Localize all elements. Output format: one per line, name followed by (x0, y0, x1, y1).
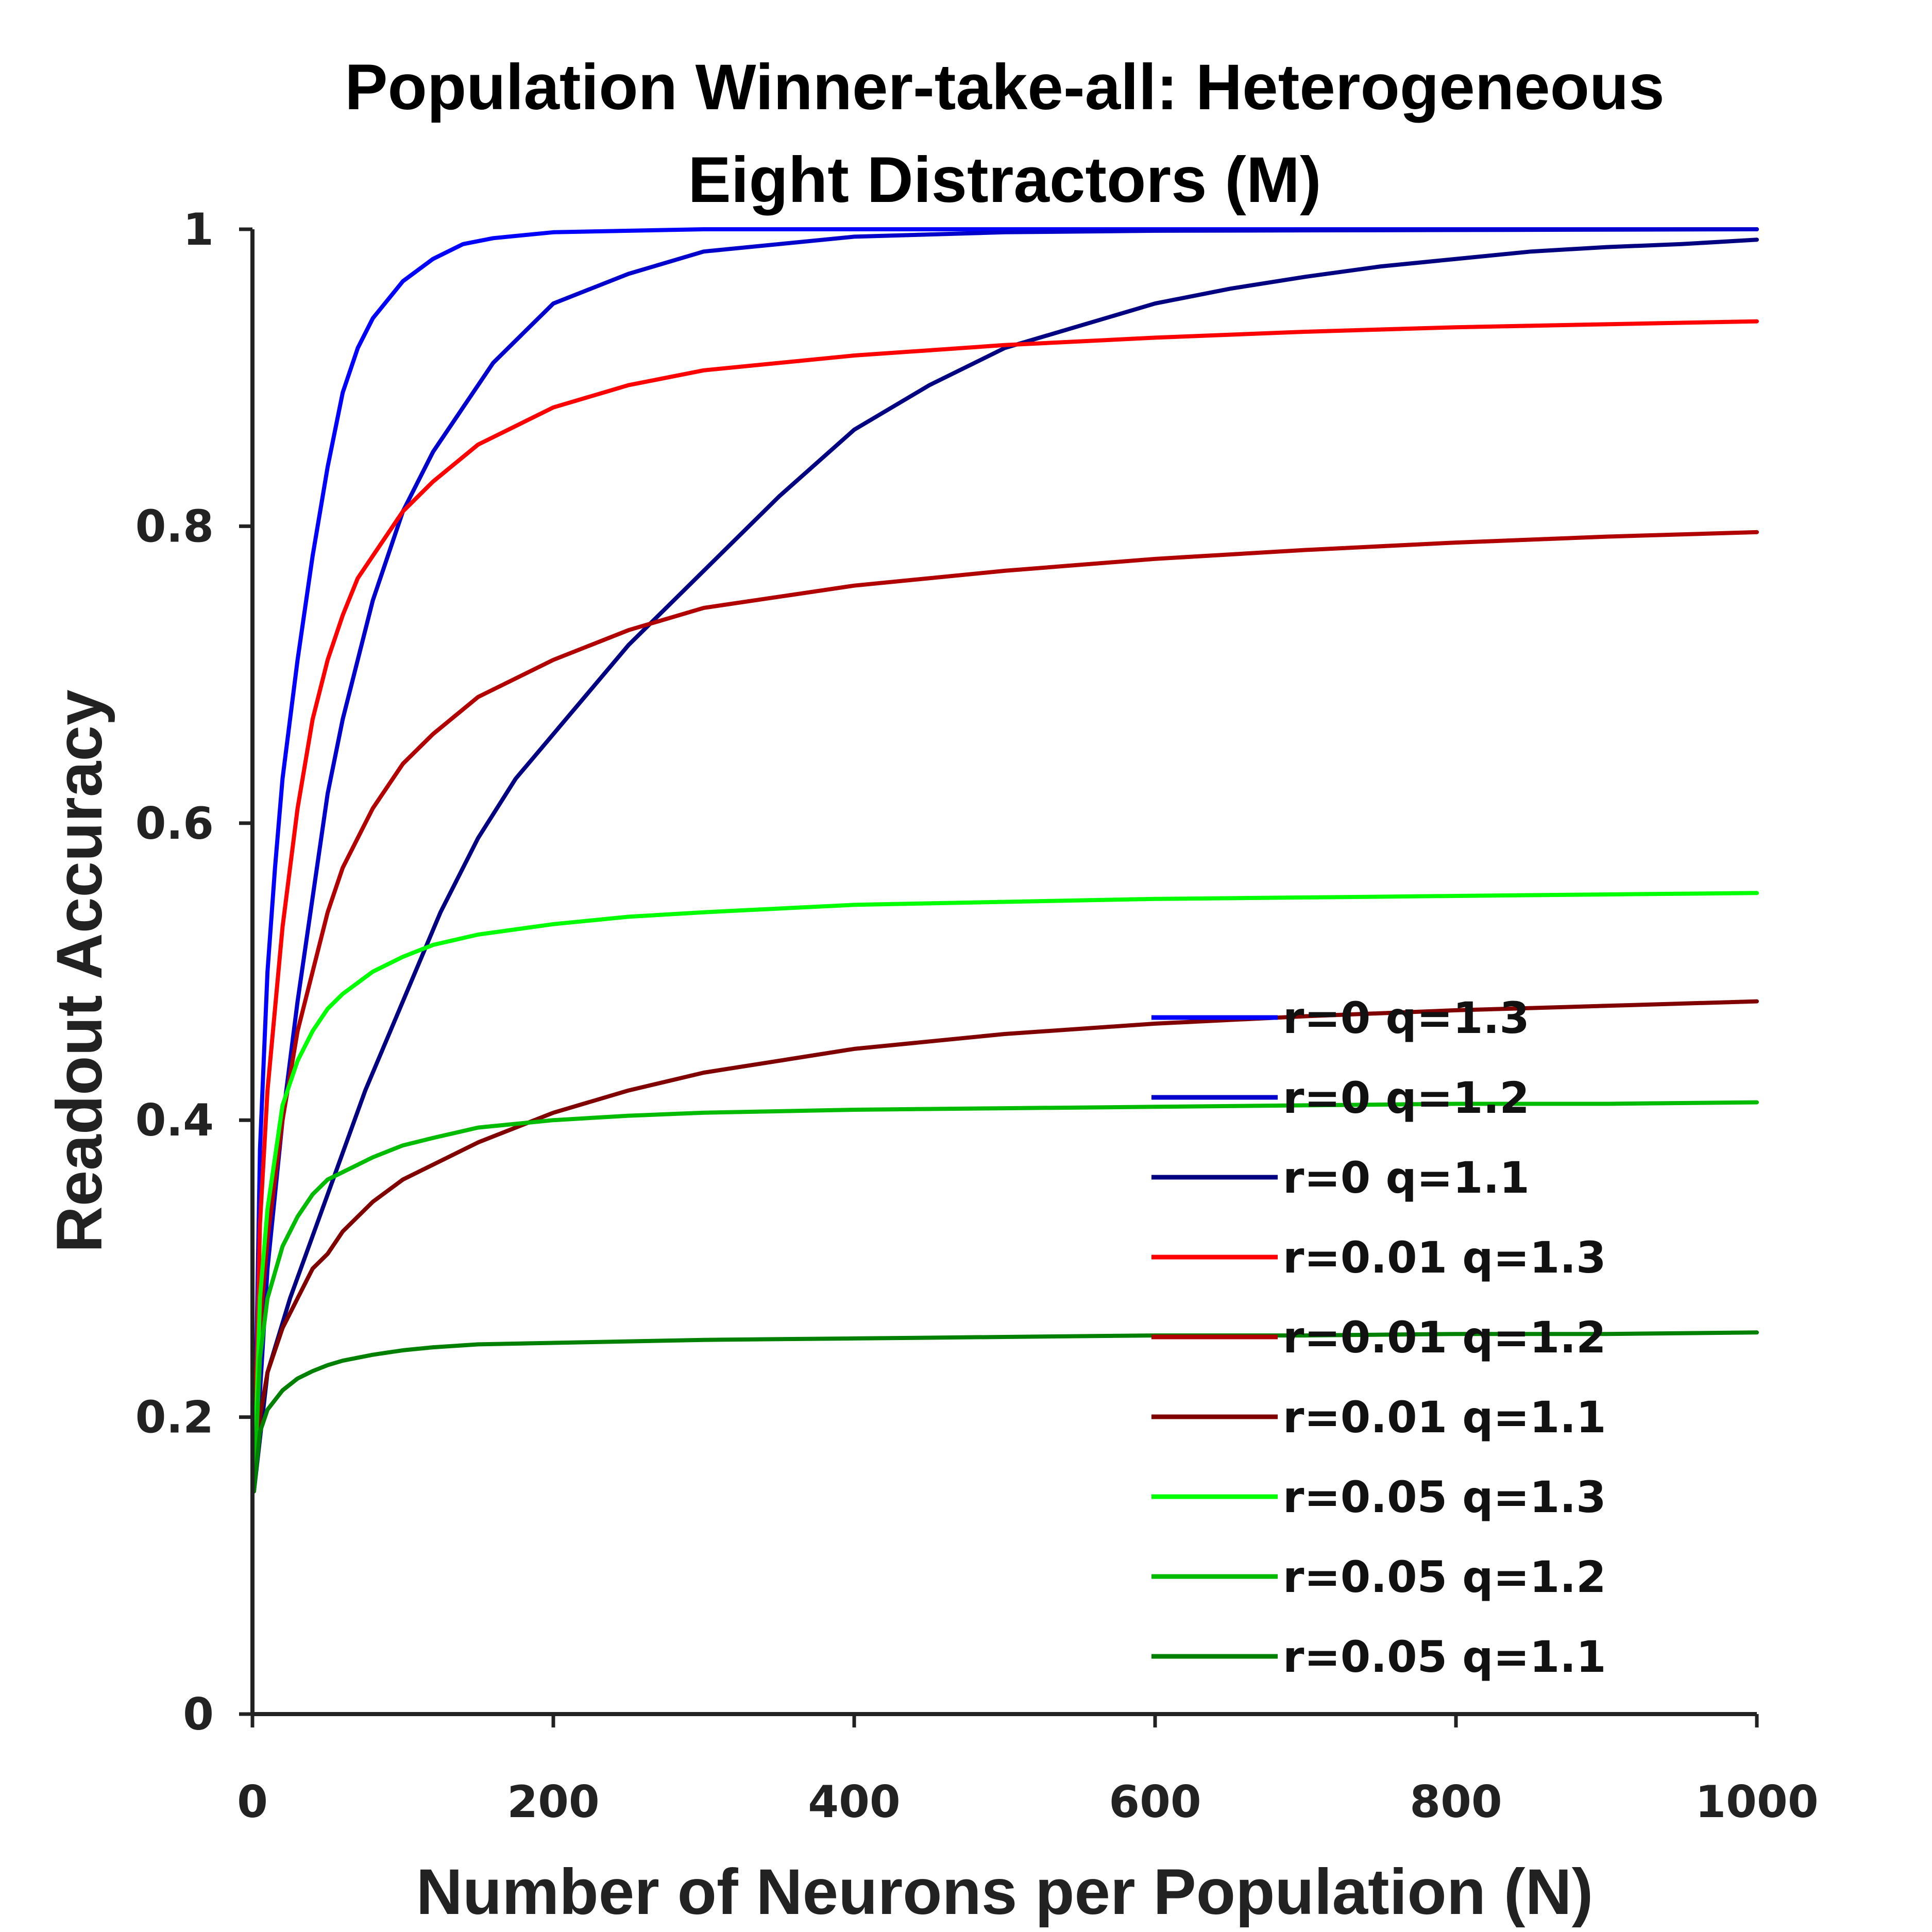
legend-label: r=0.01 q=1.1 (1283, 1392, 1606, 1443)
series-line-7 (251, 891, 1759, 1494)
legend-label: r=0.01 q=1.2 (1283, 1312, 1606, 1363)
y-axis-label: Readout Accuracy (44, 690, 115, 1253)
y-tick-label: 0.4 (135, 1095, 214, 1146)
series-line-2 (251, 227, 1759, 1494)
legend-label: r=0.05 q=1.2 (1283, 1552, 1606, 1602)
legend-label: r=0 q=1.1 (1283, 1153, 1530, 1203)
y-axis-ticks: 0 0.2 0.4 0.6 0.8 1 (135, 204, 252, 1740)
x-tick-label: 800 (1410, 1776, 1502, 1828)
x-axis-label: Number of Neurons per Population (N) (416, 1856, 1594, 1928)
y-tick-label: 0 (183, 1689, 214, 1740)
x-tick-label: 1000 (1695, 1776, 1818, 1828)
x-tick-label: 200 (507, 1776, 600, 1828)
series-line-3 (251, 238, 1759, 1494)
legend: r=0 q=1.3 r=0 q=1.2 r=0 q=1.1 r=0.01 q=1.3 r… (1151, 993, 1606, 1682)
legend-label: r=0 q=1.3 (1283, 993, 1530, 1043)
x-tick-label: 0 (237, 1776, 268, 1828)
chart-title-line-2: Eight Distractors (M) (688, 144, 1321, 216)
x-axis-ticks: 0 200 400 600 800 1000 (237, 1714, 1819, 1828)
legend-label: r=0.05 q=1.3 (1283, 1472, 1606, 1522)
x-tick-label: 400 (808, 1776, 901, 1828)
series-line-5 (251, 530, 1759, 1494)
chart-title-line-1: Population Winner-take-all: Heterogeneou… (345, 52, 1665, 123)
y-tick-label: 0.8 (135, 501, 214, 552)
series-line-6 (251, 999, 1759, 1494)
series-line-4 (251, 319, 1759, 1494)
legend-label: r=0.05 q=1.1 (1283, 1632, 1606, 1682)
series-line-1 (251, 227, 1759, 1494)
y-tick-label: 0.2 (135, 1392, 214, 1444)
plot-area (251, 227, 1759, 1494)
y-tick-label: 1 (183, 204, 214, 256)
legend-label: r=0 q=1.2 (1283, 1073, 1530, 1123)
legend-label: r=0.01 q=1.3 (1283, 1232, 1606, 1283)
y-tick-label: 0.6 (135, 798, 214, 850)
series-line-8 (251, 1100, 1759, 1494)
x-tick-label: 600 (1109, 1776, 1201, 1828)
